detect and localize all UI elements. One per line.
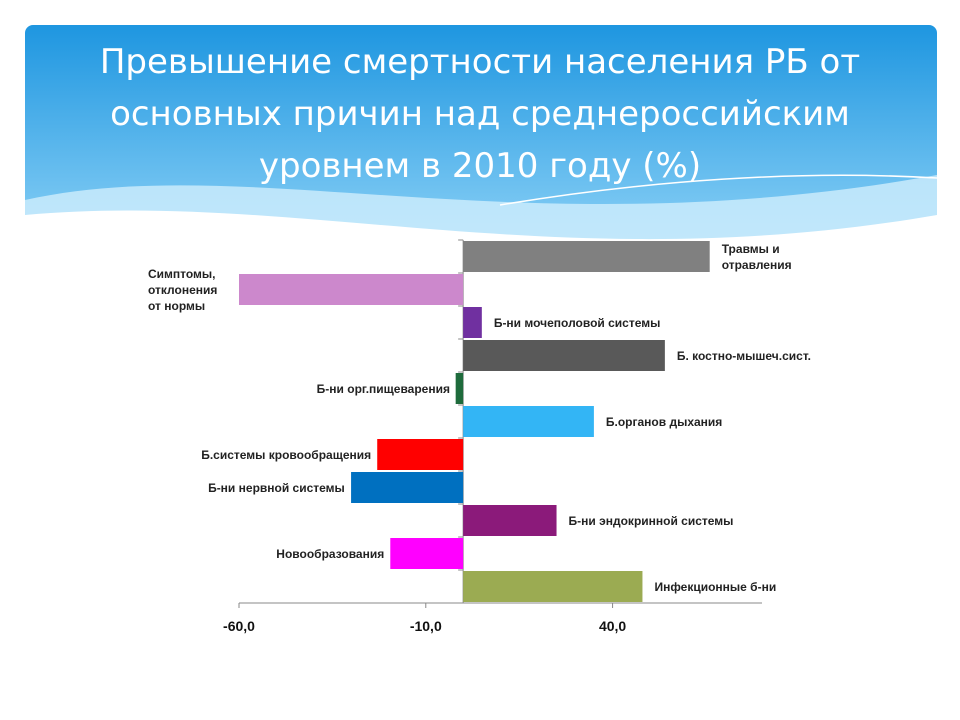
data-label: Инфекционные б-ни — [654, 579, 777, 594]
bar — [463, 241, 710, 272]
data-label: Б-ни орг.пищеварения — [316, 381, 450, 396]
x-tick-label: -60,0 — [223, 618, 255, 634]
data-label: Симптомы, отклонения от нормы — [148, 266, 218, 313]
chart-title: Превышение смертности населения РБ от ос… — [99, 42, 861, 186]
data-label: Б-ни эндокринной системы — [568, 513, 734, 528]
data-label: Новообразования — [276, 546, 385, 561]
data-label: Б-ни мочеполовой системы — [493, 315, 661, 330]
bar — [463, 406, 594, 437]
bar — [455, 373, 464, 404]
data-label: Травмы и отравления — [721, 241, 792, 272]
bar — [463, 505, 557, 536]
bar — [390, 538, 464, 569]
data-label: Б-ни нервной системы — [208, 480, 345, 495]
bar — [377, 439, 464, 470]
data-label: Б.системы кровообращения — [201, 447, 372, 462]
wave-line — [499, 174, 938, 206]
x-tick-label: -10,0 — [409, 618, 442, 634]
bar — [351, 472, 464, 503]
bar — [463, 307, 482, 338]
x-tick-label: 40,0 — [598, 618, 627, 634]
data-label: Б. костно-мышеч.сист. — [676, 348, 811, 363]
bar — [463, 571, 643, 602]
bar — [463, 340, 665, 371]
bar — [239, 274, 464, 305]
data-label: Б.органов дыхания — [605, 414, 723, 429]
